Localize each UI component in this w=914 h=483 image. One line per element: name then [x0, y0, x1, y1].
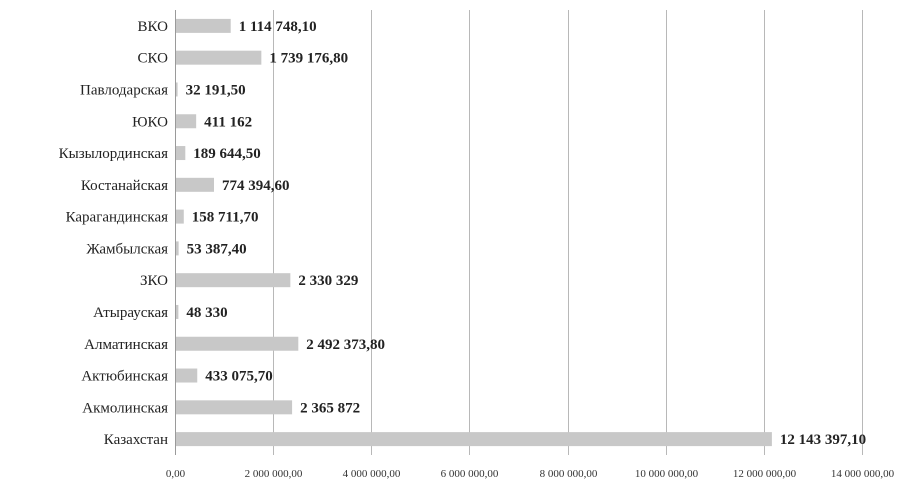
- bars: [176, 18, 772, 447]
- x-tick-label: 14 000 000,00: [831, 468, 895, 480]
- data-label: 2 492 373,80: [306, 337, 385, 353]
- category-label: Жамбылская: [86, 241, 168, 257]
- category-label: ВКО: [138, 19, 169, 35]
- data-label: 53 387,40: [187, 241, 247, 257]
- category-label: Актюбинская: [81, 369, 168, 385]
- category-label: ЗКО: [140, 273, 168, 289]
- category-label: Карагандинская: [66, 210, 169, 226]
- data-label: 158 711,70: [192, 210, 259, 226]
- x-tick-labels: 0,00 2 000 000,00 4 000 000,00 6 000 000,00…: [166, 468, 895, 480]
- x-tick-label: 6 000 000,00: [441, 468, 499, 480]
- bar: [176, 336, 299, 351]
- bar: [176, 273, 291, 288]
- category-label: СКО: [138, 51, 169, 67]
- bar: [176, 177, 215, 192]
- category-label: Акмолинская: [82, 400, 168, 416]
- data-label: 32 191,50: [186, 82, 246, 98]
- bar: [176, 18, 231, 33]
- bar: [176, 304, 179, 319]
- data-label: 411 162: [204, 114, 252, 130]
- data-label: 2 365 872: [300, 400, 360, 416]
- x-tick-label: 2 000 000,00: [245, 468, 303, 480]
- category-label: Костанайская: [81, 178, 168, 194]
- data-label: 1 739 176,80: [269, 51, 348, 67]
- category-label: Казахстан: [104, 432, 168, 448]
- category-labels: ВКО СКО Павлодарская ЮКО Кызылординская Коста…: [59, 19, 169, 448]
- data-label: 48 330: [186, 305, 227, 321]
- x-tick-label: 8 000 000,00: [540, 468, 598, 480]
- category-label: Павлодарская: [80, 82, 168, 98]
- category-label: ЮКО: [132, 114, 168, 130]
- category-label: Атырауская: [93, 305, 168, 321]
- data-label: 2 330 329: [298, 273, 358, 289]
- x-tick-label: 12 000 000,00: [733, 468, 797, 480]
- bar: [176, 114, 197, 129]
- category-label: Кызылординская: [59, 146, 168, 162]
- bar: [176, 400, 293, 415]
- data-label: 1 114 748,10: [239, 19, 317, 35]
- data-label: 189 644,50: [193, 146, 261, 162]
- x-tick-label: 0,00: [166, 468, 186, 480]
- category-label: Алматинская: [84, 337, 168, 353]
- bar: [176, 368, 198, 383]
- data-label: 774 394,60: [222, 178, 290, 194]
- bar: [176, 209, 184, 224]
- bar: [176, 146, 186, 161]
- x-tick-label: 10 000 000,00: [635, 468, 699, 480]
- grid-lines: [175, 10, 863, 455]
- bar: [176, 82, 178, 97]
- data-label: 12 143 397,10: [780, 432, 866, 448]
- data-label: 433 075,70: [205, 369, 273, 385]
- bar: [176, 432, 772, 447]
- x-tick-label: 4 000 000,00: [343, 468, 401, 480]
- bar: [176, 50, 262, 65]
- data-labels: 1 114 748,10 1 739 176,80 32 191,50 411 162…: [186, 19, 867, 448]
- bar: [176, 241, 179, 256]
